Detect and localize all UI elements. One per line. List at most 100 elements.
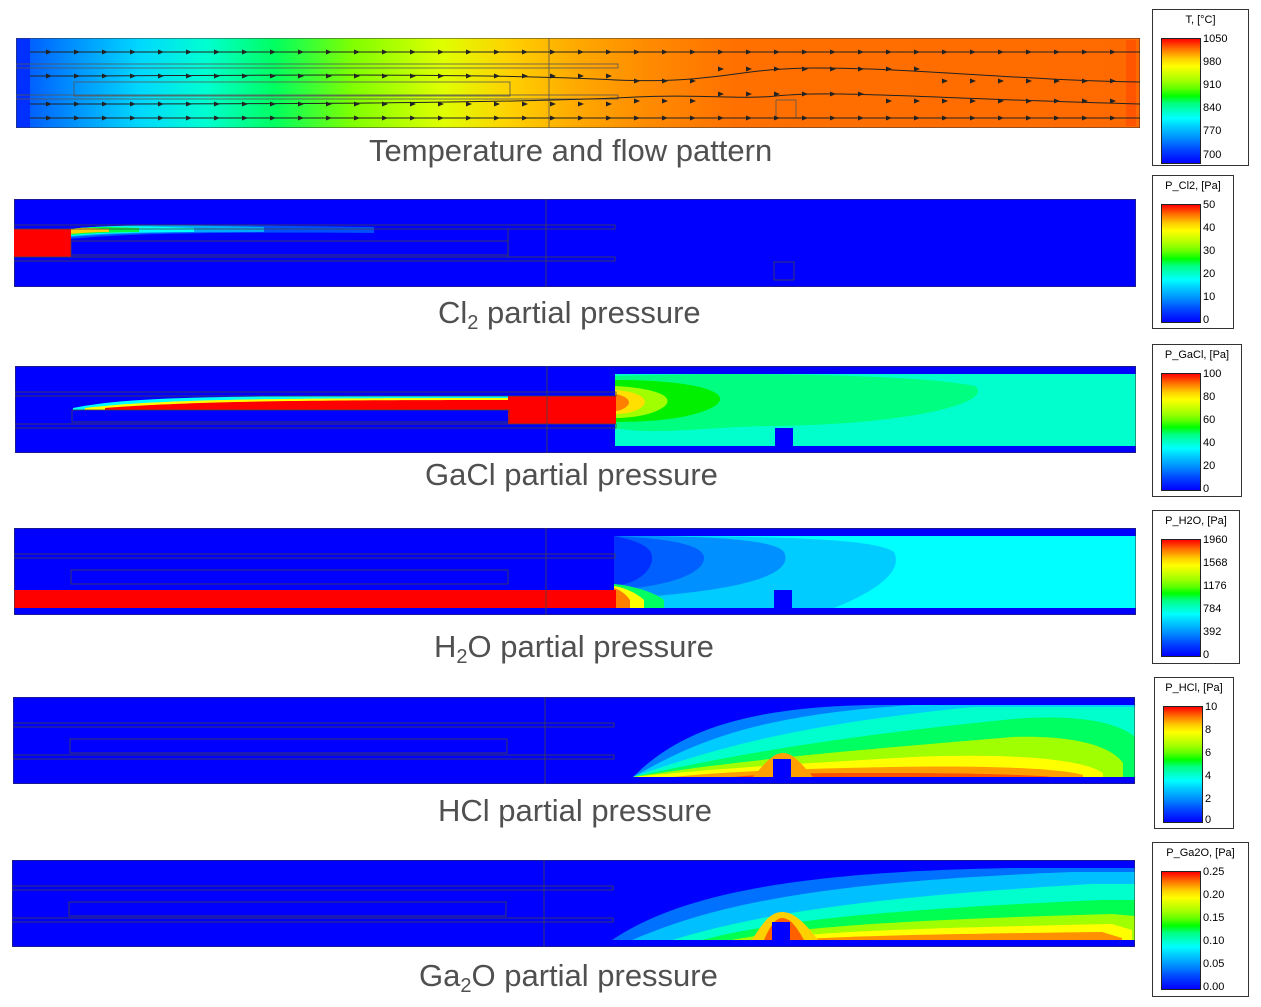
cl2-contour-svg: [14, 199, 1136, 287]
flow-arrow: [102, 115, 108, 121]
flow-arrow: [466, 101, 472, 107]
flow-arrow: [830, 66, 836, 72]
legend-tick: 0: [1203, 314, 1210, 326]
flow-arrow: [606, 101, 612, 107]
colorbar: [1161, 373, 1201, 491]
h2o-contour-plot: [14, 528, 1136, 615]
legend-tick: 8: [1205, 724, 1212, 736]
flow-arrow: [410, 115, 416, 121]
flow-arrow: [410, 101, 416, 107]
flow-arrow: [746, 49, 752, 55]
flow-arrow: [298, 49, 304, 55]
flow-arrow: [1054, 115, 1060, 121]
flow-arrow: [550, 101, 556, 107]
legend-tick: 60: [1203, 414, 1216, 426]
flow-arrow: [998, 115, 1004, 121]
flow-arrow: [1054, 49, 1060, 55]
flow-arrow: [494, 49, 500, 55]
flow-arrow: [886, 115, 892, 121]
caption-ga2o: Ga2O partial pressure: [419, 958, 718, 997]
flow-arrow: [46, 101, 52, 107]
legend-tick: 770: [1203, 125, 1222, 137]
flow-arrow: [914, 49, 920, 55]
gacl-contour-svg: [15, 366, 1136, 453]
caption-temperature: Temperature and flow pattern: [369, 133, 773, 168]
flow-arrow: [746, 115, 752, 121]
flow-arrow: [158, 115, 164, 121]
colorbar: [1161, 539, 1201, 657]
flow-arrow: [130, 73, 136, 79]
flow-arrow: [914, 98, 920, 104]
legend-tick: 0: [1203, 649, 1210, 661]
flow-arrow: [830, 115, 836, 121]
flow-arrow: [74, 49, 80, 55]
flow-arrow: [970, 49, 976, 55]
flow-arrow: [802, 91, 808, 97]
flow-arrow: [578, 49, 584, 55]
flow-arrow: [102, 49, 108, 55]
flow-arrow: [746, 66, 752, 72]
flow-arrow: [634, 78, 640, 84]
flow-arrow: [326, 49, 332, 55]
flow-arrow: [354, 49, 360, 55]
caption-gacl: GaCl partial pressure: [425, 457, 718, 492]
flow-arrow: [326, 115, 332, 121]
flow-arrow: [186, 101, 192, 107]
flow-arrow: [606, 115, 612, 121]
flow-arrow: [634, 115, 640, 121]
flow-arrow: [634, 49, 640, 55]
flow-arrow: [186, 115, 192, 121]
cl2-contour-plot: [14, 199, 1136, 287]
legend-title: P_H2O, [Pa]: [1165, 515, 1227, 527]
legend-tick: 840: [1203, 102, 1222, 114]
legend-tick: 0.20: [1203, 889, 1225, 901]
flow-arrow: [718, 66, 724, 72]
flow-arrow: [774, 49, 780, 55]
flow-arrow: [1082, 78, 1088, 84]
flow-arrow: [466, 115, 472, 121]
legend-tick: 910: [1203, 79, 1222, 91]
flow-arrow: [214, 49, 220, 55]
flow-arrow: [578, 73, 584, 79]
colorbar: [1161, 871, 1201, 990]
flow-arrow: [718, 91, 724, 97]
gacl-contour-plot: [15, 366, 1136, 453]
flow-arrow: [774, 115, 780, 121]
flow-arrow: [74, 115, 80, 121]
flow-arrow: [1110, 78, 1116, 84]
flow-arrow: [774, 66, 780, 72]
flow-arrow: [410, 73, 416, 79]
colorbar: [1161, 204, 1201, 323]
flow-arrow: [942, 98, 948, 104]
flow-arrow: [298, 73, 304, 79]
flow-arrow: [998, 49, 1004, 55]
flow-arrow: [718, 115, 724, 121]
flow-arrow: [858, 66, 864, 72]
hcl-contour-plot: [13, 697, 1135, 784]
flow-arrow: [830, 91, 836, 97]
legend-tick: 0: [1205, 814, 1212, 826]
flow-arrow: [662, 49, 668, 55]
legend-tick: 100: [1203, 368, 1222, 380]
flow-arrow: [438, 49, 444, 55]
legend-tick: 700: [1203, 149, 1222, 161]
legend-tick: 392: [1203, 626, 1222, 638]
flow-arrow: [46, 49, 52, 55]
caption-cl2: Cl2 partial pressure: [438, 295, 701, 334]
flow-arrow: [242, 101, 248, 107]
flow-arrow: [802, 115, 808, 121]
flow-arrow: [326, 101, 332, 107]
hcl-contour-svg: [13, 697, 1135, 784]
legend-tick: 6: [1205, 747, 1212, 759]
legend-title: P_Ga2O, [Pa]: [1166, 847, 1235, 859]
flow-arrow: [1082, 98, 1088, 104]
flow-arrow: [858, 115, 864, 121]
flow-arrow: [1026, 49, 1032, 55]
flow-arrow: [270, 73, 276, 79]
flow-arrow: [662, 98, 668, 104]
flow-arrow: [214, 115, 220, 121]
flow-arrow: [550, 49, 556, 55]
flow-arrow: [998, 78, 1004, 84]
flow-arrow: [46, 73, 52, 79]
legend-title: P_GaCl, [Pa]: [1164, 349, 1230, 361]
